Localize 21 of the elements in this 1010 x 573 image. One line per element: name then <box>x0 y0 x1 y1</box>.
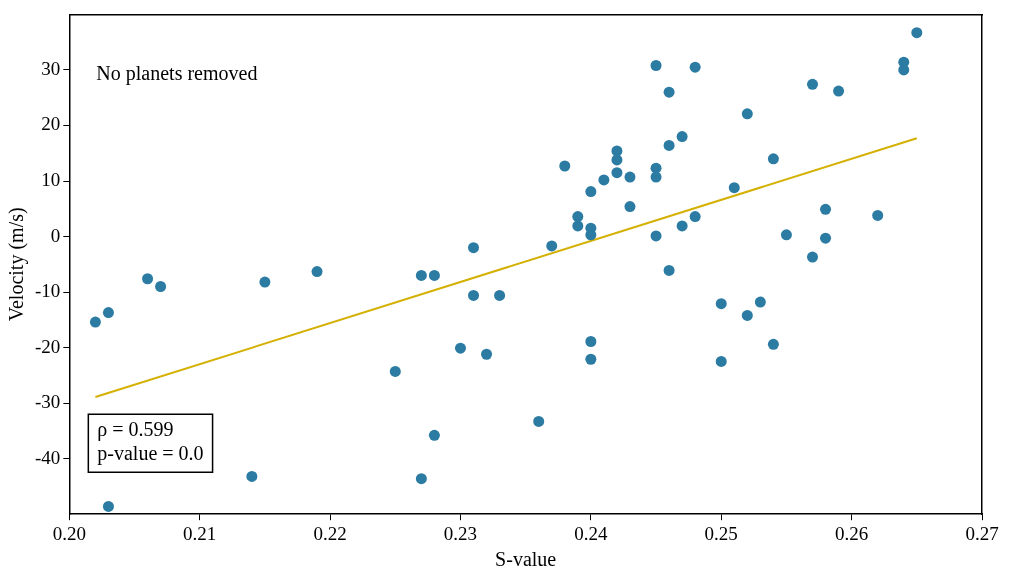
annotation: ρ = 0.599 <box>97 418 174 442</box>
annotation: p-value = 0.0 <box>97 442 204 466</box>
x-tick-label: 0.20 <box>52 522 86 544</box>
annotation: No planets removed <box>96 61 258 85</box>
y-tick-label: 30 <box>41 57 61 79</box>
y-tick-label: 10 <box>41 168 61 190</box>
x-tick-label: 0.21 <box>183 522 217 544</box>
x-tick-label: 0.26 <box>834 522 869 544</box>
y-tick-label: -40 <box>35 446 61 468</box>
x-axis-title: S-value <box>495 548 557 571</box>
x-tick-label: 0.25 <box>704 522 738 544</box>
x-tick-label: 0.27 <box>965 522 999 544</box>
y-tick-label: 0 <box>50 224 61 246</box>
y-tick-label: -10 <box>35 280 61 302</box>
y-axis-title: Velocity (m/s) <box>5 207 29 322</box>
y-tick-label: -30 <box>35 391 61 413</box>
x-tick-label: 0.24 <box>574 522 608 544</box>
y-tick-label: 20 <box>41 113 61 135</box>
x-tick-label: 0.22 <box>313 522 347 544</box>
x-tick-label: 0.23 <box>443 522 478 544</box>
y-tick-label: -20 <box>35 335 61 357</box>
